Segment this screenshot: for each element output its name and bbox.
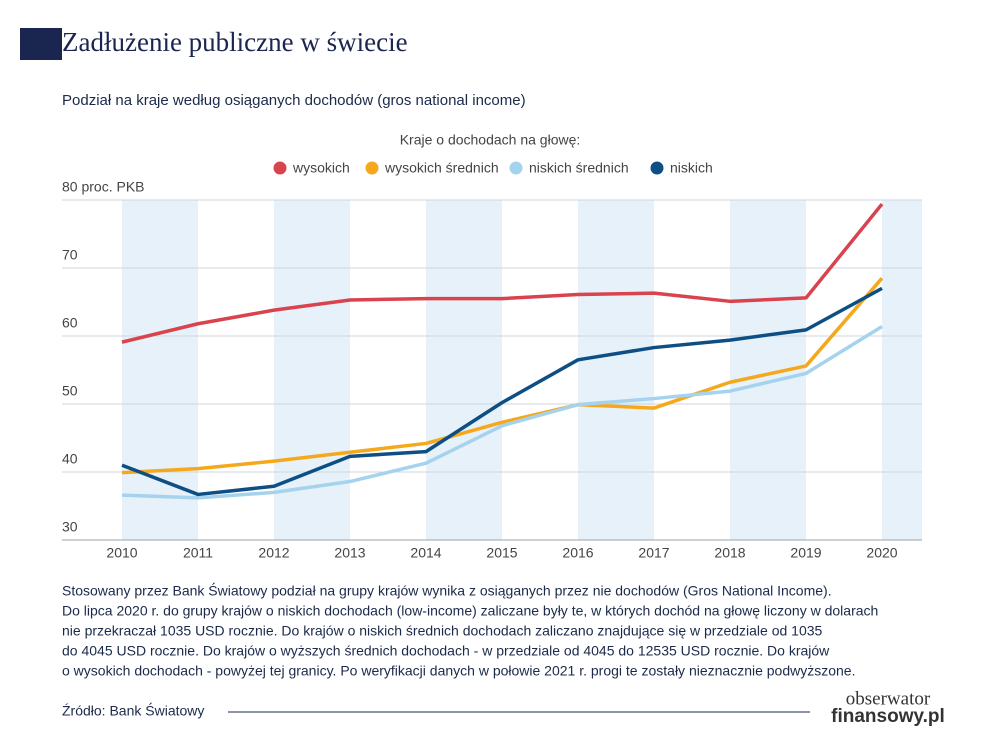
series-line bbox=[121, 324, 883, 500]
legend-marker bbox=[509, 161, 523, 175]
band bbox=[274, 200, 350, 540]
note-line: do 4045 USD rocznie. Do krajów o wyższyc… bbox=[62, 643, 830, 659]
series-line bbox=[121, 286, 883, 497]
band bbox=[122, 200, 198, 540]
x-tick-label: 2018 bbox=[714, 545, 745, 561]
series-line bbox=[121, 202, 884, 344]
legend-marker bbox=[273, 161, 287, 175]
logo-top: obserwator bbox=[846, 688, 931, 709]
legend-marker bbox=[650, 161, 664, 175]
band bbox=[882, 200, 922, 540]
note-line: o wysokich dochodach - powyżej tej grani… bbox=[62, 663, 855, 679]
legend-label: wysokich średnich bbox=[384, 160, 499, 176]
y-tick-label: 30 bbox=[62, 519, 78, 535]
x-tick-label: 2020 bbox=[866, 545, 897, 561]
note-line: Stosowany przez Bank Światowy podział na… bbox=[62, 582, 832, 599]
x-tick-label: 2016 bbox=[562, 545, 593, 561]
y-tick-label: 50 bbox=[62, 383, 78, 399]
title-block bbox=[20, 28, 62, 60]
y-tick-label: 60 bbox=[62, 315, 78, 331]
x-tick-label: 2014 bbox=[410, 545, 441, 561]
note-line: Do lipca 2020 r. do grupy krajów o niski… bbox=[62, 603, 878, 619]
legend-label: niskich bbox=[670, 160, 713, 176]
x-tick-label: 2012 bbox=[258, 545, 289, 561]
chart-subtitle: Podział na kraje według osiąganych docho… bbox=[62, 92, 526, 109]
legend-label: wysokich bbox=[292, 160, 350, 176]
source: Źródło: Bank Światowy bbox=[62, 702, 204, 719]
x-tick-label: 2015 bbox=[486, 545, 517, 561]
x-tick-label: 2010 bbox=[106, 545, 137, 561]
y-tick-label: 40 bbox=[62, 451, 78, 467]
band bbox=[578, 200, 654, 540]
x-tick-label: 2013 bbox=[334, 545, 365, 561]
logo-bottom: finansowy.pl bbox=[831, 706, 945, 727]
y-tick-label: 80 proc. PKB bbox=[62, 179, 145, 195]
chart-title: Zadłużenie publiczne w świecie bbox=[62, 27, 408, 57]
legend-label: niskich średnich bbox=[529, 160, 629, 176]
legend-marker bbox=[365, 161, 379, 175]
y-tick-label: 70 bbox=[62, 247, 78, 263]
series-line bbox=[121, 277, 884, 475]
x-tick-label: 2011 bbox=[183, 545, 213, 561]
x-tick-label: 2019 bbox=[790, 545, 821, 561]
legend-title: Kraje o dochodach na głowę: bbox=[400, 132, 581, 148]
band bbox=[426, 200, 502, 540]
x-tick-label: 2017 bbox=[638, 545, 669, 561]
note-line: nie przekraczał 1035 USD rocznie. Do kra… bbox=[62, 623, 823, 639]
